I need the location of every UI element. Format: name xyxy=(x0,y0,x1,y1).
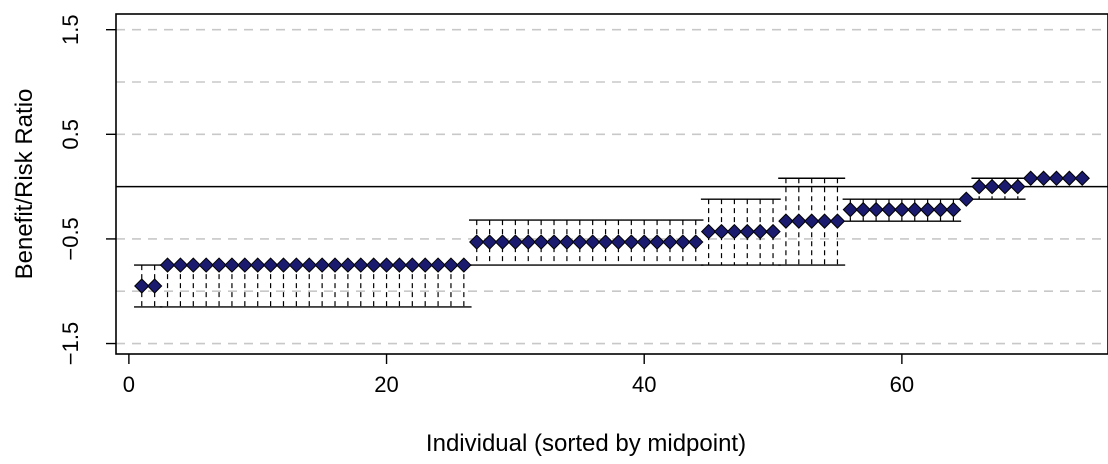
data-point xyxy=(533,234,549,250)
data-point xyxy=(610,234,627,250)
y-tick-label: 0.5 xyxy=(58,119,83,150)
data-point xyxy=(752,223,768,240)
data-point xyxy=(1010,178,1026,195)
data-point xyxy=(907,201,923,218)
data-point xyxy=(597,234,614,250)
y-tick-label: −0.5 xyxy=(58,217,83,260)
data-points xyxy=(134,170,1090,294)
x-tick-label: 0 xyxy=(123,372,135,397)
data-point xyxy=(572,234,588,250)
plot-frame xyxy=(115,13,1108,355)
data-point xyxy=(378,257,395,273)
data-point xyxy=(1074,170,1090,186)
data-point xyxy=(391,257,408,273)
data-point xyxy=(469,234,485,250)
data-point xyxy=(700,223,717,240)
data-point xyxy=(314,257,330,273)
data-point xyxy=(791,213,807,229)
data-point xyxy=(146,278,163,294)
data-point xyxy=(675,234,691,250)
data-point xyxy=(430,257,446,273)
data-point xyxy=(159,257,176,273)
data-point xyxy=(971,178,987,195)
data-point xyxy=(958,191,974,207)
data-point xyxy=(301,257,317,273)
data-point xyxy=(211,257,227,273)
data-point xyxy=(932,201,949,218)
y-axis-title: Benefit/Risk Ratio xyxy=(11,89,38,280)
data-point xyxy=(662,234,678,250)
data-point xyxy=(224,257,240,273)
data-point xyxy=(1022,170,1039,186)
data-point xyxy=(134,278,150,294)
data-point xyxy=(559,234,575,250)
data-point xyxy=(713,223,730,240)
data-point xyxy=(198,257,214,273)
x-tick-label: 40 xyxy=(632,372,656,397)
data-point xyxy=(1035,170,1052,186)
data-point xyxy=(778,213,794,229)
data-point xyxy=(1048,170,1065,186)
data-point xyxy=(623,234,640,250)
data-point xyxy=(417,257,433,273)
data-point xyxy=(636,234,652,250)
data-point xyxy=(404,257,421,273)
data-point xyxy=(507,234,524,250)
data-point xyxy=(816,213,833,229)
y-axis: −1.5 −0.5 0.5 1.5 xyxy=(58,14,116,365)
data-point xyxy=(250,257,266,273)
data-point xyxy=(275,257,292,273)
data-point xyxy=(765,223,781,240)
data-point xyxy=(945,201,962,218)
data-point xyxy=(803,213,820,229)
data-point xyxy=(829,213,846,229)
data-point xyxy=(984,178,1000,195)
error-bars xyxy=(134,177,1026,308)
data-point xyxy=(185,257,202,273)
y-tick-label: 1.5 xyxy=(58,14,83,45)
data-point xyxy=(584,234,601,250)
data-point xyxy=(726,223,743,240)
data-point xyxy=(1061,170,1078,186)
x-tick-label: 60 xyxy=(890,372,914,397)
y-tick-label: −1.5 xyxy=(58,322,83,365)
data-point xyxy=(443,257,459,273)
data-point xyxy=(494,234,511,250)
data-point xyxy=(456,257,472,273)
x-axis: 0 20 40 60 xyxy=(123,354,914,397)
grid-lines xyxy=(116,28,1108,345)
data-point xyxy=(919,201,936,218)
data-point xyxy=(649,234,665,250)
data-point xyxy=(520,234,536,250)
data-point xyxy=(855,201,871,218)
data-point xyxy=(327,257,343,273)
data-point xyxy=(868,201,884,218)
data-point xyxy=(894,201,910,218)
data-point xyxy=(842,201,859,218)
data-point xyxy=(365,257,382,273)
data-point xyxy=(340,257,356,273)
data-point xyxy=(172,257,189,273)
x-axis-title: Individual (sorted by midpoint) xyxy=(426,430,746,457)
data-point xyxy=(739,223,755,240)
data-point xyxy=(353,257,369,273)
data-point xyxy=(262,257,279,273)
data-point xyxy=(481,234,498,250)
data-point xyxy=(688,234,704,250)
data-point xyxy=(881,201,897,218)
data-point xyxy=(997,178,1013,195)
x-tick-label: 20 xyxy=(374,372,398,397)
data-point xyxy=(237,257,253,273)
data-point xyxy=(288,257,305,273)
data-point xyxy=(546,234,562,250)
